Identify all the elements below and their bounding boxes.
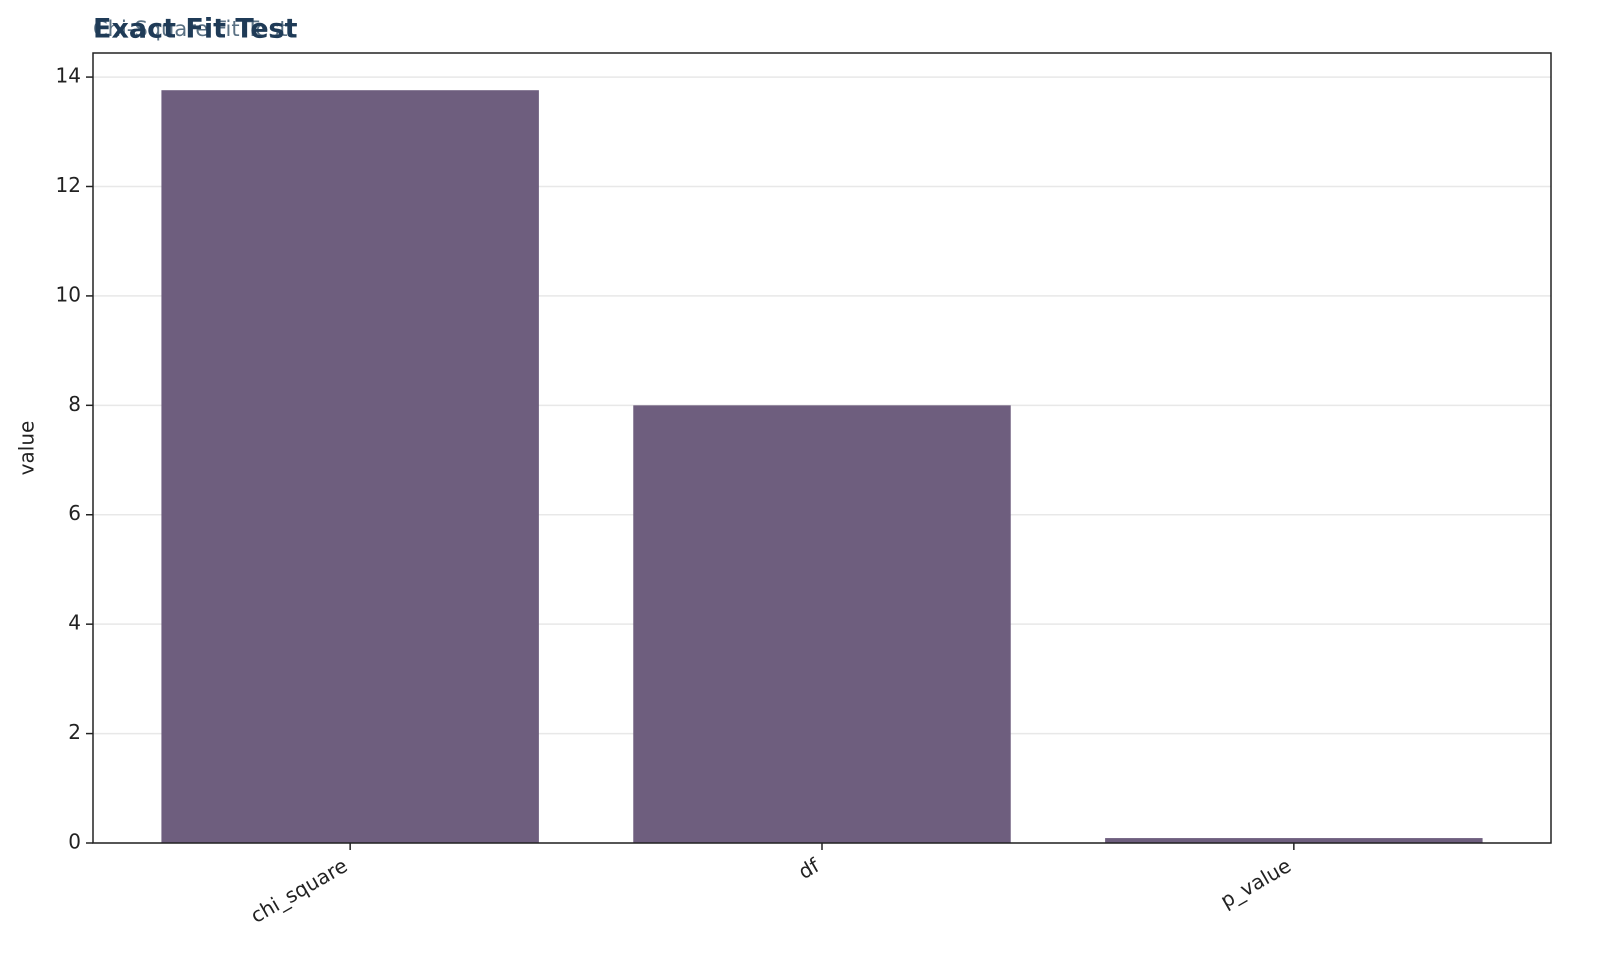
x-tick-label: p_value (1216, 853, 1295, 912)
bar (161, 90, 539, 844)
y-tick-label: 6 (68, 501, 81, 525)
chart-subtitle: Chi-Square Fit Test (93, 17, 288, 41)
chart-title: Exact Fit Test (93, 14, 298, 45)
x-tick-label: df (794, 853, 824, 884)
plot-frame (92, 52, 1552, 844)
y-tick-label: 10 (56, 282, 81, 306)
bar (1105, 838, 1483, 843)
y-tick-label: 8 (68, 392, 81, 416)
y-tick-label: 12 (56, 173, 81, 197)
y-tick-label: 2 (68, 720, 81, 744)
y-axis-label: value (15, 421, 39, 476)
y-tick-label: 0 (68, 830, 81, 854)
x-tick-label: chi_square (246, 853, 351, 927)
y-tick-label: 4 (68, 611, 81, 635)
y-tick-label: 14 (56, 64, 81, 88)
bar (633, 405, 1011, 843)
